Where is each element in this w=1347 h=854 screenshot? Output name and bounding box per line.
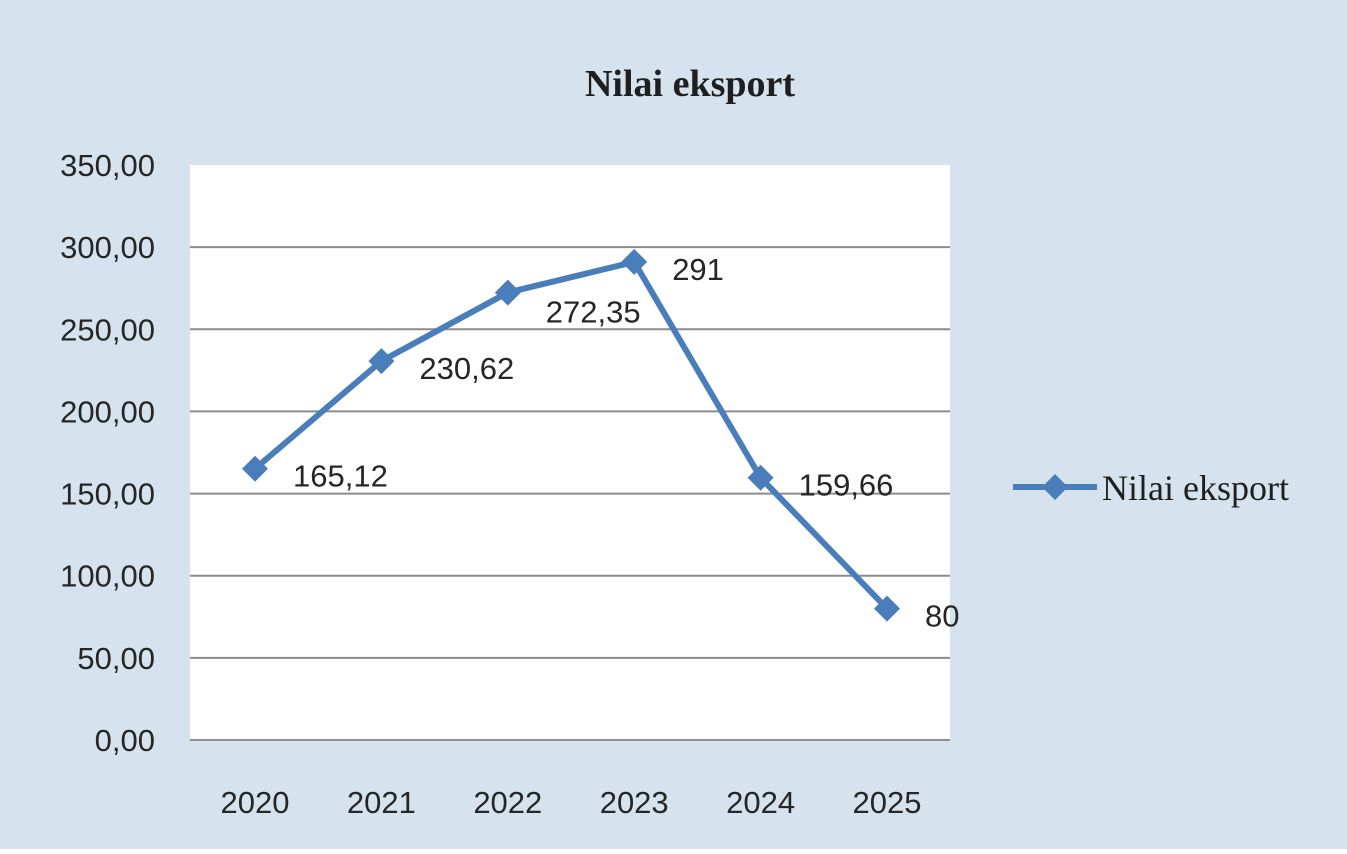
x-tick-label: 2025 — [853, 785, 922, 820]
data-label: 291 — [672, 252, 724, 287]
legend-diamond-marker — [1042, 474, 1068, 500]
data-point-marker — [874, 595, 900, 622]
data-labels: 165,12 230,62 272,35 291 159,66 80 — [293, 252, 959, 634]
y-tick-label: 100,00 — [60, 559, 155, 594]
chart-title: Nilai eksport — [585, 63, 795, 105]
y-tick-label: 300,00 — [60, 230, 155, 265]
y-tick-label: 150,00 — [60, 477, 155, 512]
data-point-marker — [494, 279, 521, 306]
data-label: 165,12 — [293, 459, 388, 494]
series-nilai-eksport — [242, 248, 900, 622]
y-tick-label: 0,00 — [95, 723, 155, 758]
data-point-marker — [621, 248, 648, 275]
y-tick-label: 50,00 — [77, 641, 155, 676]
data-point-marker — [368, 348, 395, 375]
x-tick-label: 2024 — [726, 785, 795, 820]
data-point-marker — [747, 464, 774, 491]
data-label: 272,35 — [546, 295, 641, 330]
plot-area — [190, 165, 950, 740]
x-tick-label: 2022 — [473, 785, 542, 820]
y-tick-label: 200,00 — [60, 394, 155, 429]
data-label: 230,62 — [419, 351, 514, 386]
legend: Nilai eksport — [1013, 468, 1289, 508]
data-point-marker — [242, 455, 268, 482]
y-tick-label: 350,00 — [60, 148, 155, 183]
data-label: 159,66 — [799, 468, 894, 503]
x-tick-label: 2020 — [221, 785, 290, 820]
x-tick-label: 2021 — [347, 785, 416, 820]
data-label: 80 — [925, 599, 959, 634]
y-axis-tick-labels: 0,00 50,00 100,00 150,00 200,00 250,00 300,00 3… — [60, 148, 155, 758]
legend-label: Nilai eksport — [1102, 468, 1289, 508]
x-axis-tick-labels: 2020 2021 2022 2023 2024 2025 — [221, 785, 922, 820]
x-tick-label: 2023 — [600, 785, 669, 820]
y-tick-label: 250,00 — [60, 312, 155, 347]
series-line — [253, 258, 890, 611]
gridlines — [190, 246, 950, 741]
